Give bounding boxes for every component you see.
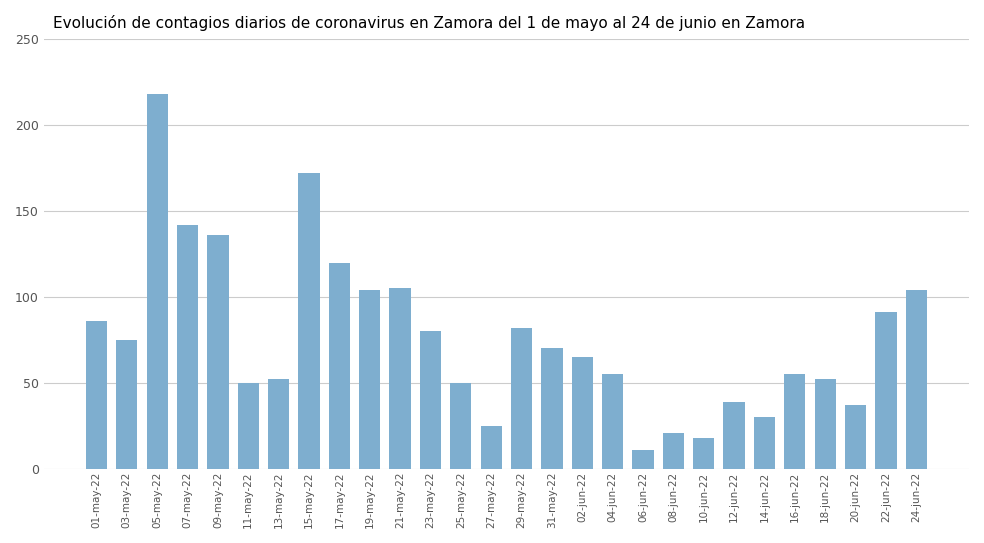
Bar bbox=[451, 383, 471, 469]
Bar bbox=[480, 426, 502, 469]
Bar bbox=[602, 374, 623, 469]
Bar bbox=[633, 450, 653, 469]
Bar bbox=[693, 438, 714, 469]
Bar bbox=[177, 225, 198, 469]
Bar bbox=[237, 383, 259, 469]
Bar bbox=[359, 290, 381, 469]
Bar bbox=[754, 417, 775, 469]
Bar bbox=[86, 321, 107, 469]
Bar bbox=[876, 312, 896, 469]
Bar bbox=[208, 235, 228, 469]
Bar bbox=[663, 433, 684, 469]
Bar bbox=[116, 340, 138, 469]
Bar bbox=[147, 94, 168, 469]
Bar bbox=[298, 173, 320, 469]
Bar bbox=[511, 328, 532, 469]
Bar bbox=[845, 405, 866, 469]
Bar bbox=[723, 402, 745, 469]
Bar bbox=[390, 288, 410, 469]
Bar bbox=[268, 380, 289, 469]
Bar bbox=[572, 357, 593, 469]
Text: Evolución de contagios diarios de coronavirus en Zamora del 1 de mayo al 24 de j: Evolución de contagios diarios de corona… bbox=[53, 15, 805, 31]
Bar bbox=[815, 380, 835, 469]
Bar bbox=[541, 349, 563, 469]
Bar bbox=[905, 290, 927, 469]
Bar bbox=[784, 374, 806, 469]
Bar bbox=[329, 262, 350, 469]
Bar bbox=[420, 331, 441, 469]
